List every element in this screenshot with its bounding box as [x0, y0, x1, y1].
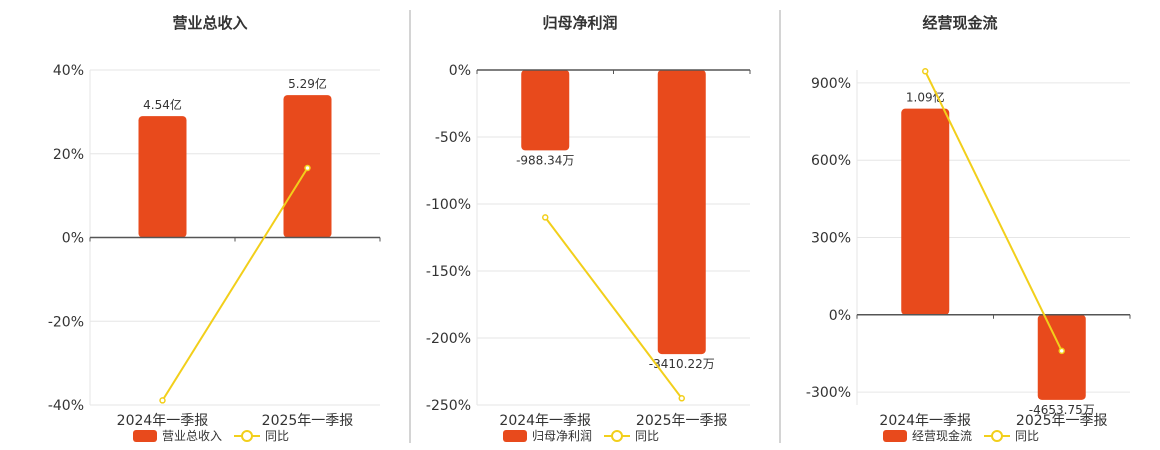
x-tick-label: 2024年一季报 — [117, 413, 209, 429]
yoy-point — [304, 164, 311, 172]
legend-line-marker — [991, 430, 1003, 442]
y-tick-label: -40% — [48, 398, 84, 414]
x-tick-label: 2025年一季报 — [262, 413, 354, 429]
yoy-line — [544, 216, 683, 399]
legend-bar-swatch — [883, 430, 907, 442]
y-tick-label: 0% — [449, 63, 471, 79]
bar — [521, 70, 570, 151]
legend-label: 同比 — [1015, 429, 1039, 443]
chart-title: 营业总收入 — [172, 14, 247, 32]
yoy-point — [1058, 347, 1065, 355]
y-tick-label: 900% — [811, 76, 851, 92]
chart-title: 经营现金流 — [922, 14, 997, 32]
y-tick-label: -250% — [426, 398, 471, 414]
y-tick-label: 40% — [53, 63, 84, 79]
bar-value-label: 5.29亿 — [288, 76, 327, 91]
legend-line-marker — [241, 430, 253, 442]
bar-value-label: -3410.22万 — [649, 357, 715, 371]
legend-label: 营业总收入 — [162, 429, 222, 443]
legend-line-marker — [611, 430, 623, 442]
y-tick-label: -150% — [426, 264, 471, 280]
y-tick-label: 600% — [811, 153, 851, 169]
bar — [138, 116, 187, 238]
bar — [657, 70, 706, 355]
yoy-point — [159, 397, 166, 404]
yoy-line — [924, 70, 1063, 352]
x-tick-label: 2024年一季报 — [879, 413, 971, 429]
legend-label: 同比 — [635, 429, 659, 443]
y-tick-label: -300% — [806, 385, 851, 401]
y-tick-label: -50% — [435, 130, 471, 146]
yoy-point — [678, 395, 685, 402]
y-tick-label: -200% — [426, 331, 471, 347]
y-tick-label: -100% — [426, 197, 471, 213]
y-tick-label: 0% — [829, 308, 851, 324]
y-tick-label: 300% — [811, 231, 851, 247]
bar-value-label: 1.09亿 — [906, 90, 945, 105]
yoy-point — [922, 68, 929, 75]
yoy-point — [542, 214, 549, 221]
yoy-line — [161, 167, 309, 401]
legend-bar-swatch — [133, 430, 157, 442]
x-tick-label: 2025年一季报 — [1016, 413, 1108, 429]
bar — [901, 108, 950, 315]
bar-value-label: -4653.75万 — [1029, 403, 1095, 417]
x-tick-label: 2024年一季报 — [499, 413, 591, 429]
x-tick-label: 2025年一季报 — [636, 413, 728, 429]
y-tick-label: -20% — [48, 314, 84, 330]
y-tick-label: 0% — [62, 231, 84, 247]
legend-label: 归母净利润 — [532, 429, 592, 443]
legend-bar-swatch — [503, 430, 527, 442]
chart-title: 归母净利润 — [542, 14, 617, 32]
bar — [1037, 314, 1086, 400]
legend-label: 同比 — [265, 429, 289, 443]
legend-label: 经营现金流 — [912, 428, 972, 443]
bar-value-label: 4.54亿 — [143, 97, 182, 112]
y-tick-label: 20% — [53, 147, 84, 163]
bar-value-label: -988.34万 — [516, 153, 574, 167]
